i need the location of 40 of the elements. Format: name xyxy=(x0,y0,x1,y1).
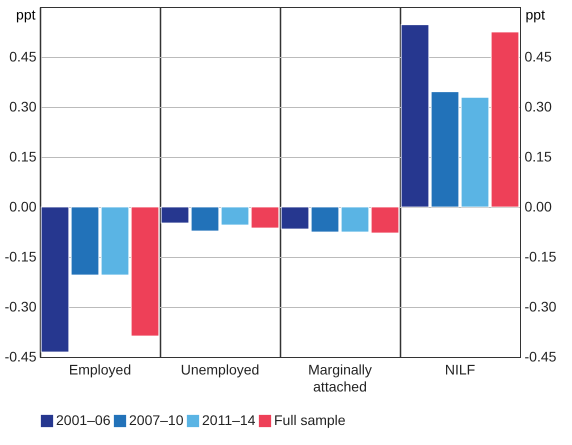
bar xyxy=(130,206,160,336)
y2-tick-label: 0.15 xyxy=(524,148,552,164)
y-tick-label: 0.45 xyxy=(9,48,37,64)
bar xyxy=(430,91,460,208)
y2-axis-title: ppt xyxy=(526,6,546,22)
bar xyxy=(160,206,190,224)
legend-label: 2011–14 xyxy=(202,412,256,428)
bar xyxy=(460,96,490,208)
y-axis-title: ppt xyxy=(16,6,36,22)
y-tick-label: 0.15 xyxy=(9,148,37,164)
x-tick-label: Employed xyxy=(68,362,132,378)
bar xyxy=(190,206,220,232)
y2-tick-label: -0.45 xyxy=(524,348,557,364)
legend-label: 2007–10 xyxy=(129,412,184,428)
x-tick-label: Marginally attached xyxy=(308,362,372,394)
y2-tick-label: 0.45 xyxy=(524,48,552,64)
y-tick-label: -0.45 xyxy=(4,348,37,364)
legend-label: 2001–06 xyxy=(56,412,111,428)
legend-label: Full sample xyxy=(274,412,346,428)
bar xyxy=(100,206,130,276)
y2-tick-label: -0.15 xyxy=(524,248,557,264)
bar xyxy=(310,206,340,232)
x-tick-label: Unemployed xyxy=(180,362,260,378)
y2-tick-label: 0.30 xyxy=(524,98,552,114)
y2-tick-label: 0.00 xyxy=(524,198,552,214)
bar xyxy=(490,32,520,208)
y-tick-label: 0.30 xyxy=(9,98,37,114)
bar xyxy=(340,206,370,232)
bar xyxy=(400,24,430,208)
bar xyxy=(250,206,280,228)
bar xyxy=(40,206,70,352)
y-tick-label: 0.00 xyxy=(9,198,37,214)
bar xyxy=(370,206,400,234)
y2-tick-label: -0.30 xyxy=(524,298,557,314)
y-tick-label: -0.15 xyxy=(4,248,37,264)
bar xyxy=(70,206,100,276)
y-tick-label: -0.30 xyxy=(4,298,37,314)
bar xyxy=(280,206,310,230)
x-tick-label: NILF xyxy=(444,362,476,378)
bar xyxy=(220,206,250,226)
